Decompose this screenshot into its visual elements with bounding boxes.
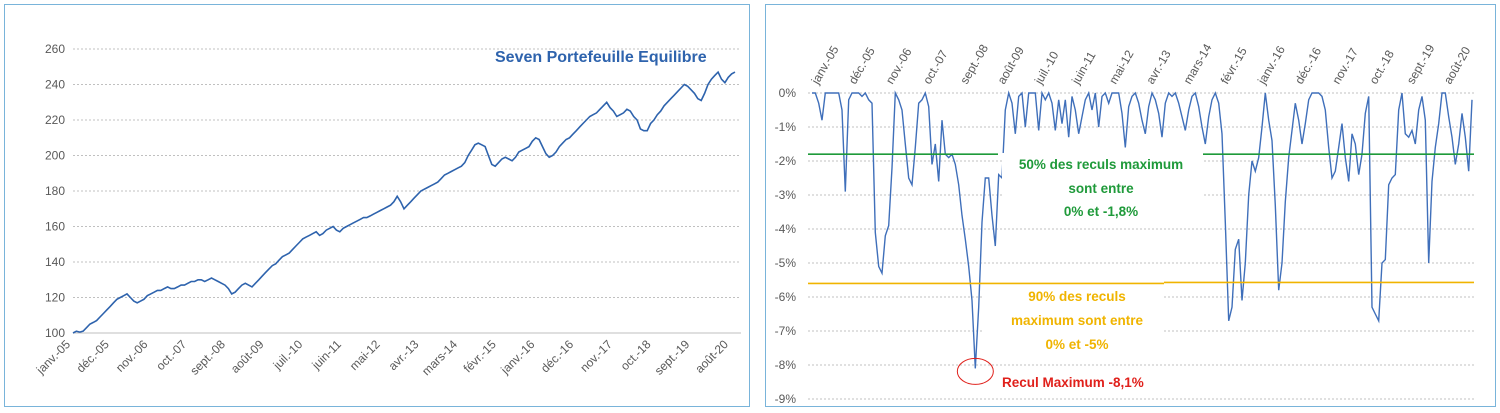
x-tick-label: sept.-19 [1404, 42, 1438, 87]
y-tick-label: 120 [45, 291, 65, 305]
y-tick-label: -3% [775, 188, 797, 202]
y-tick-label: 200 [45, 149, 65, 163]
x-tick-label: avr.-13 [386, 337, 422, 373]
x-tick-label: nov.-06 [113, 337, 151, 375]
left-chart-panel: 100 120 140 160 180 200 220 240 260 janv.-05 déc.… [4, 4, 750, 407]
x-tick-label: déc.-16 [1292, 45, 1324, 87]
x-tick-label: sept.-08 [187, 337, 228, 378]
x-tick-label: déc.-16 [538, 337, 576, 375]
y-tick-label: 0% [779, 86, 797, 100]
annotation-50pct-text: sont entre [1068, 181, 1134, 196]
x-tick-label: sept.-19 [652, 337, 693, 378]
x-tick-label: oct.-07 [153, 337, 189, 373]
y-tick-label: 240 [45, 78, 65, 92]
series-line [72, 70, 736, 334]
x-tick-label: févr.-15 [461, 337, 499, 375]
y-tick-label: -6% [775, 290, 797, 304]
annotation-90pct-text: maximum sont entre [1011, 313, 1144, 328]
x-tick-label: août-09 [994, 44, 1027, 87]
x-tick-label: sept.-08 [957, 42, 991, 87]
y-tick-label: 140 [45, 255, 65, 269]
y-tick-label: 260 [45, 42, 65, 56]
y-tick-label: -2% [775, 154, 797, 168]
x-tick-label: janv.-16 [1254, 43, 1288, 87]
x-tick-label: janv.-05 [808, 43, 842, 87]
x-tick-label: oct.-18 [1366, 47, 1397, 86]
max-drawdown-circle [956, 357, 994, 385]
annotation-50pct-text: 0% et -1,8% [1064, 204, 1138, 219]
y-tick-label: -4% [775, 222, 797, 236]
x-tick-label: nov.-17 [1329, 45, 1361, 86]
annotation-max-drawdown: Recul Maximum -8,1% [1002, 375, 1144, 390]
x-tick-label: oct.-07 [920, 47, 951, 86]
x-tick-label: janv.-16 [497, 337, 537, 377]
annotation-50pct-text: 50% des reculs maximum [1019, 157, 1183, 172]
x-tick-label: juin-11 [309, 337, 345, 373]
x-tick-label: mars-14 [1180, 41, 1214, 86]
x-tick-label: oct.-18 [618, 337, 654, 373]
y-tick-label: 180 [45, 184, 65, 198]
right-chart-panel: 0% -1% -2% -3% -4% -5% -6% -7% -8% -9% janv.-05 dé… [765, 4, 1496, 407]
x-tick-label: nov.-17 [577, 337, 615, 375]
y-tick-label: -7% [775, 324, 797, 338]
y-tick-label: 220 [45, 113, 65, 127]
annotation-90pct-text: 0% et -5% [1045, 337, 1108, 352]
y-tick-label: -1% [775, 120, 797, 134]
x-tick-label: janv.-05 [33, 337, 73, 377]
x-tick-label: août-20 [692, 337, 731, 376]
drawdown-chart: 0%-1%-2%-3%-4%-5%-6%-7%-8%-9% janv.-05 dé… [775, 41, 1474, 406]
x-tick-label: mai-12 [347, 337, 383, 373]
annotation-background [984, 287, 1164, 347]
x-tick-label: juin-11 [1068, 49, 1098, 88]
x-tick-label: févr.-15 [1218, 45, 1250, 87]
x-tick-label: juil.-10 [270, 337, 306, 373]
x-tick-label: juil.-10 [1031, 49, 1061, 88]
x-tick-label: mai-12 [1106, 47, 1137, 86]
y-tick-label: -9% [775, 392, 797, 406]
y-tick-label: 100 [45, 326, 65, 340]
x-tick-label: août-09 [228, 337, 267, 376]
x-tick-label: août-20 [1441, 44, 1474, 87]
x-tick-label: déc.-05 [846, 45, 878, 87]
x-tick-label: avr.-13 [1143, 47, 1174, 86]
x-tick-label: nov.-06 [883, 45, 915, 86]
y-tick-label: -5% [775, 256, 797, 270]
x-tick-label: déc.-05 [74, 337, 112, 375]
annotation-background [1002, 153, 1202, 223]
y-tick-label: -8% [775, 358, 797, 372]
y-tick-label: 160 [45, 220, 65, 234]
chart-title: Seven Portefeuille Equilibre [495, 49, 707, 66]
x-tick-label: mars-14 [419, 337, 460, 378]
annotation-90pct-text: 90% des reculs [1028, 289, 1126, 304]
